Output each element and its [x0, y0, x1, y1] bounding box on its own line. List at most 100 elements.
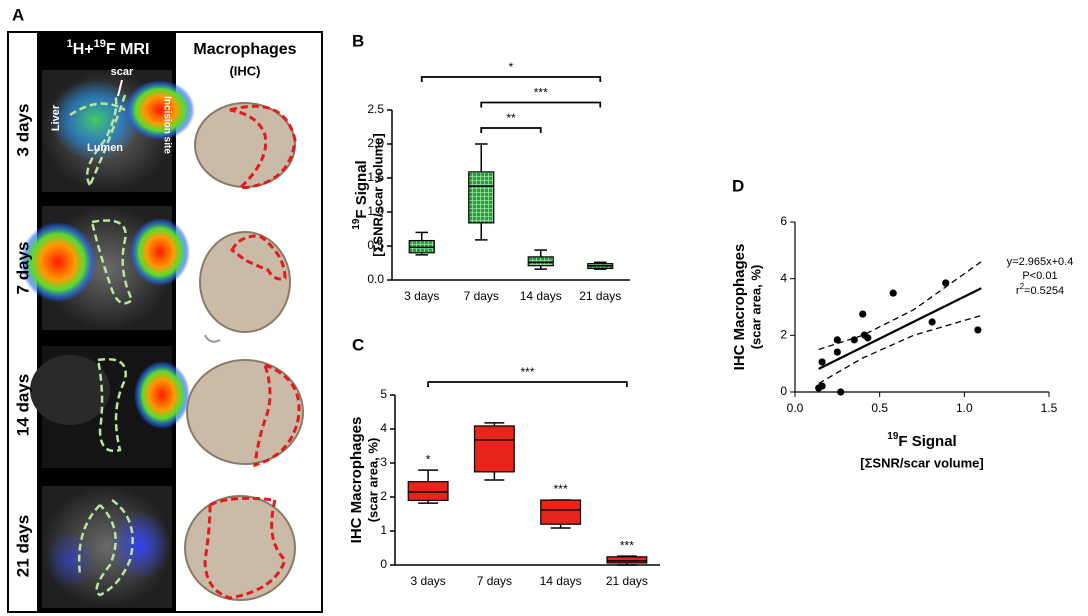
x-tick-label: 1.0: [956, 401, 973, 415]
box: [527, 256, 554, 267]
y-tick-label: 0.5: [367, 238, 384, 252]
significance-label: *: [426, 452, 431, 466]
text-part: F MRI: [106, 41, 150, 58]
x-tick-label: 1.5: [1041, 401, 1058, 415]
superscript: 19: [351, 218, 362, 230]
confidence-band: [818, 261, 982, 351]
box: [606, 556, 648, 564]
x-tick-label: 7 days: [477, 574, 512, 588]
ihc-image-1: [194, 102, 297, 190]
significance-label: ***: [520, 365, 534, 379]
panel-label: A: [12, 5, 24, 24]
text-part: IHC Macrophages: [348, 417, 365, 544]
mri-image-2: [20, 206, 190, 330]
y-tick-label: 1.0: [367, 204, 384, 218]
panel-label: B: [352, 31, 364, 50]
overlay-label: Lumen: [87, 142, 123, 154]
axis-title: 19F Signal: [887, 431, 956, 450]
text-part: H+: [73, 41, 94, 58]
significance-bracket: [420, 76, 602, 82]
point: [818, 382, 826, 390]
x-tick-label: 0.5: [871, 401, 888, 415]
overlay-label: Incision site: [161, 96, 172, 154]
point: [942, 279, 950, 287]
x-tick-label: 0.0: [787, 401, 804, 415]
x-tick-label: 21 days: [606, 574, 648, 588]
axis-title: IHC Macrophages: [348, 417, 365, 544]
text-part: IHC Macrophages: [731, 244, 748, 371]
x-tick-label: 3 days: [410, 574, 445, 588]
axis-subtitle: [ΣSNR/scar volume]: [860, 455, 983, 470]
text-part: =0.5254: [1024, 285, 1064, 297]
box: [468, 171, 495, 224]
panel-label: D: [732, 176, 744, 195]
x-tick-label: 3 days: [404, 289, 439, 303]
point: [837, 388, 845, 396]
mri-image-4: [42, 486, 172, 608]
y-tick-label: 0.0: [367, 272, 384, 286]
ihc-image-3: [186, 359, 304, 468]
row-label: 14 days: [13, 374, 32, 436]
mri-header: 1H+19F MRI: [67, 38, 150, 58]
box: [473, 425, 515, 473]
significance-bracket: [480, 127, 542, 133]
y-tick-label: 1: [380, 523, 387, 537]
row-label: 3 days: [13, 104, 32, 157]
text-part: F Signal: [898, 433, 956, 450]
significance-label: ***: [554, 482, 568, 496]
mri-image-3: [30, 346, 190, 468]
superscript: 19: [887, 431, 899, 442]
box: [540, 499, 582, 525]
superscript: 1: [67, 38, 73, 50]
ihc-header: Macrophages: [193, 41, 296, 58]
y-tick-label: 1.5: [367, 170, 384, 184]
point: [833, 348, 841, 356]
x-tick-label: 14 days: [540, 574, 582, 588]
y-tick-label: 3: [380, 455, 387, 469]
y-tick-label: 2: [780, 328, 787, 342]
ihc-header: (IHC): [229, 63, 260, 78]
ihc-image-4: [184, 495, 296, 601]
y-tick-label: 4: [380, 421, 387, 435]
fit-line: [818, 287, 982, 370]
point: [974, 326, 982, 334]
p-value: P<0.01: [1022, 270, 1057, 282]
overlay-label: scar: [111, 66, 134, 78]
text-part: r: [1016, 285, 1020, 297]
x-tick-label: 21 days: [579, 289, 621, 303]
axis-subtitle: [ΣSNR/scar volume]: [370, 133, 385, 256]
ihc-image-2: [199, 231, 291, 343]
axis-title: IHC Macrophages: [731, 244, 748, 371]
confidence-band: [818, 314, 982, 385]
text-part: F Signal: [353, 160, 370, 218]
row-label: 21 days: [13, 515, 32, 577]
y-tick-label: 0: [780, 384, 787, 398]
y-tick-label: 0: [380, 557, 387, 571]
significance-label: **: [506, 111, 516, 125]
superscript: 2: [1020, 282, 1025, 291]
point: [850, 336, 858, 344]
y-tick-label: 2.5: [367, 102, 384, 116]
superscript: 19: [94, 38, 106, 50]
x-tick-label: 14 days: [520, 289, 562, 303]
significance-bracket: [427, 381, 628, 387]
box: [407, 481, 449, 502]
y-tick-label: 4: [780, 271, 787, 285]
panel-label: C: [352, 335, 364, 354]
significance-label: ***: [534, 86, 548, 100]
fit-equation: y=2.965x+0.4: [1007, 256, 1074, 268]
point: [833, 336, 841, 344]
point: [859, 310, 867, 318]
axis-title: 19F Signal: [351, 160, 370, 229]
point: [889, 289, 897, 297]
y-tick-label: 2.0: [367, 136, 384, 150]
axis-subtitle: (scar area, %): [365, 438, 380, 523]
y-tick-label: 6: [780, 214, 787, 228]
mri-image-1: [42, 70, 195, 192]
significance-label: *: [509, 60, 514, 74]
overlay-label: Liver: [50, 104, 62, 131]
axis-subtitle: (scar area, %): [748, 265, 763, 350]
x-tick-label: 7 days: [464, 289, 499, 303]
